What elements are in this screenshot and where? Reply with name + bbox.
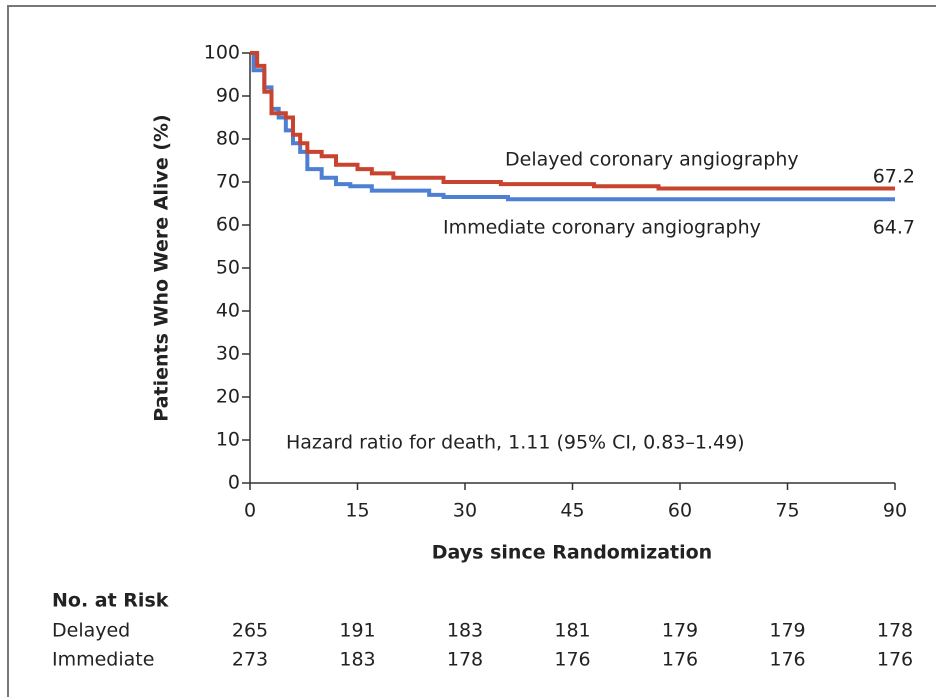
y-tick-label: 90 [216, 85, 240, 107]
risk-value: 183 [339, 649, 375, 671]
risk-value: 176 [662, 649, 698, 671]
frame [7, 5, 936, 697]
risk-value: 179 [662, 620, 698, 642]
x-tick-label: 30 [453, 500, 477, 522]
risk-row-name: Delayed [52, 620, 130, 642]
y-tick-label: 10 [216, 429, 240, 451]
survival-curve [250, 51, 895, 191]
risk-title: No. at Risk [52, 590, 169, 612]
risk-value: 179 [769, 620, 805, 642]
y-axis-label: Patients Who Were Alive (%) [151, 114, 173, 421]
risk-value: 178 [447, 649, 483, 671]
end-label: 67.2 [873, 166, 915, 188]
x-tick-label: 75 [775, 500, 799, 522]
risk-value: 178 [877, 620, 913, 642]
y-tick-label: 60 [216, 214, 240, 236]
series-label: Delayed coronary angiography [505, 149, 799, 171]
risk-value: 176 [877, 649, 913, 671]
series-label: Immediate coronary angiography [443, 217, 761, 239]
y-tick-label: 70 [216, 171, 240, 193]
x-axis-label: Days since Randomization [432, 542, 712, 564]
risk-value: 265 [232, 620, 268, 642]
survival-curve [250, 51, 895, 202]
risk-value: 176 [554, 649, 590, 671]
x-tick-label: 0 [244, 500, 256, 522]
y-tick-label: 0 [228, 472, 240, 494]
x-tick-label: 45 [560, 500, 584, 522]
annotation: Hazard ratio for death, 1.11 (95% CI, 0.… [286, 432, 745, 454]
risk-value: 181 [554, 620, 590, 642]
risk-value: 183 [447, 620, 483, 642]
y-tick-label: 20 [216, 386, 240, 408]
y-tick-label: 100 [204, 42, 240, 64]
risk-row-name: Immediate [52, 649, 154, 671]
risk-value: 273 [232, 649, 268, 671]
risk-value: 176 [769, 649, 805, 671]
end-label: 64.7 [873, 217, 915, 239]
x-tick-label: 90 [883, 500, 907, 522]
y-tick-label: 40 [216, 300, 240, 322]
y-tick-label: 50 [216, 257, 240, 279]
y-tick-label: 30 [216, 343, 240, 365]
x-tick-label: 15 [345, 500, 369, 522]
y-tick-label: 80 [216, 128, 240, 150]
x-tick-label: 60 [668, 500, 692, 522]
risk-value: 191 [339, 620, 375, 642]
